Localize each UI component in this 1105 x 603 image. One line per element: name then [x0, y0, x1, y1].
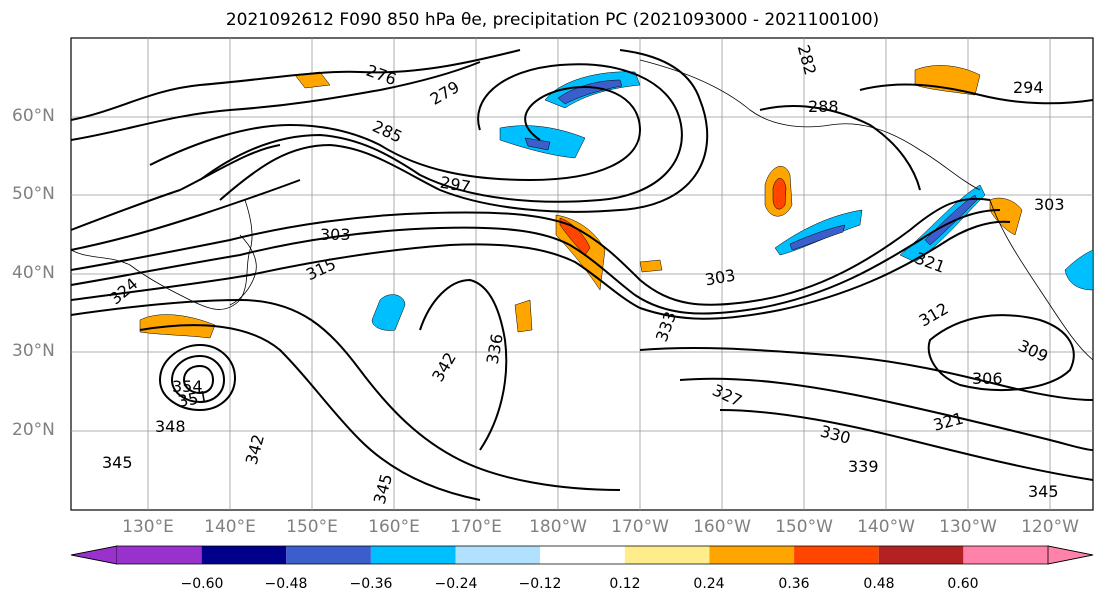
- contour-line: [639, 346, 1094, 401]
- theta-e-contours: [70, 49, 1094, 501]
- contour-line: [759, 104, 921, 191]
- lon-label: 160°E: [368, 517, 420, 537]
- lon-label: 130°W: [939, 517, 997, 537]
- colorbar-tick: −0.36: [349, 576, 393, 592]
- map-title: 2021092612 F090 850 hPa θe, precipitatio…: [225, 10, 880, 30]
- contour-line: [219, 49, 709, 213]
- colorbar-segment: [709, 546, 795, 564]
- lon-label: 170°E: [450, 517, 502, 537]
- contour-line: [182, 364, 215, 395]
- colorbar-segment: [624, 546, 710, 564]
- contour-line: [679, 377, 1094, 451]
- contour-label: 294: [1013, 78, 1044, 97]
- contour-line: [859, 83, 1094, 105]
- contour-line: [158, 343, 237, 412]
- colorbar-tick: 0.36: [778, 576, 810, 592]
- lon-label: 160°W: [693, 517, 751, 537]
- colorbar: [70, 545, 1094, 565]
- colorbar-segment: [201, 546, 287, 564]
- contour-line: [70, 298, 621, 491]
- precip-negative-front-core: [789, 224, 846, 251]
- precip-positive-na: [989, 197, 1023, 236]
- colorbar-segment: [540, 546, 625, 564]
- contour-line: [70, 209, 1001, 315]
- colorbar-segment: [794, 546, 879, 564]
- precip-positive-small3: [514, 299, 533, 333]
- colorbar-segment: [878, 546, 964, 564]
- contour-line: [719, 409, 1094, 481]
- colorbar-tick: 0.48: [863, 576, 895, 592]
- precip-negative-west: [371, 294, 406, 331]
- lat-label: 20°N: [12, 420, 55, 440]
- lon-label: 170°W: [611, 517, 669, 537]
- coastline-alaska: [639, 59, 981, 191]
- contour-line: [149, 85, 642, 182]
- contour-line: [70, 144, 281, 231]
- colorbar-extend-min: [70, 545, 118, 565]
- contour-label: 306: [972, 369, 1003, 388]
- contour-line: [70, 49, 521, 121]
- colorbar-tick: 0.60: [947, 576, 979, 592]
- contour-line: [70, 61, 481, 141]
- colorbar-segment: [963, 546, 1048, 564]
- lat-label: 50°N: [12, 184, 55, 204]
- coastline-japan: [229, 234, 257, 306]
- contour-line: [199, 63, 683, 203]
- contour-label: 348: [155, 417, 186, 436]
- lon-label: 140°W: [857, 517, 915, 537]
- lat-label: 60°N: [12, 106, 55, 126]
- colorbar-tick: 0.12: [609, 576, 641, 592]
- lon-label: 120°W: [1021, 517, 1079, 537]
- colorbar-tick: −0.60: [180, 576, 224, 592]
- colorbar-tick: 0.24: [693, 576, 725, 592]
- contour-line: [170, 354, 226, 404]
- lat-label: 30°N: [12, 341, 55, 361]
- contour-label: 354: [172, 377, 203, 396]
- precip-negative-east: [1064, 249, 1094, 291]
- colorbar-segment: [286, 546, 371, 564]
- lat-label: 40°N: [12, 263, 55, 283]
- coastlines: [70, 59, 1094, 361]
- contour-label: 345: [1028, 482, 1059, 501]
- colorbar-segment: [370, 546, 456, 564]
- precip-negative-gulf-core: [524, 137, 551, 151]
- contour-label: 303: [1034, 195, 1065, 214]
- contour-label: 339: [848, 457, 879, 476]
- lon-label: 150°E: [286, 517, 338, 537]
- precip-positive-alaska: [914, 65, 981, 96]
- lon-label: 180°W: [529, 517, 587, 537]
- contour-line: [419, 278, 508, 451]
- colorbar-tick: −0.12: [518, 576, 562, 592]
- gridlines: [71, 38, 1093, 510]
- precip-positive-gulf-core: [772, 178, 787, 210]
- colorbar-segment: [117, 546, 202, 564]
- colorbar-outline: [70, 545, 1094, 565]
- precip-negative-bering-core: [557, 79, 623, 105]
- contour-label: 288: [808, 97, 839, 116]
- contour-line: [139, 324, 481, 501]
- precip-negative-coast-core: [924, 194, 978, 246]
- contour-line: [70, 197, 991, 306]
- contour-line: [70, 179, 301, 251]
- colorbar-tick: −0.24: [434, 576, 478, 592]
- colorbar-tick: −0.48: [264, 576, 308, 592]
- lon-label: 150°W: [775, 517, 833, 537]
- contour-label: 345: [102, 453, 133, 472]
- contour-line: [70, 220, 1011, 320]
- precip-positive-small2: [639, 259, 663, 273]
- colorbar-extend-max: [1047, 545, 1094, 565]
- colorbar-segment: [455, 546, 541, 564]
- contour-labels: 276 279 282 285 288 294 297 303 303 303 …: [102, 43, 1065, 506]
- contour-line: [927, 314, 1075, 391]
- contour-label: 303: [320, 225, 351, 244]
- lon-label: 130°E: [122, 517, 174, 537]
- coastline-na: [989, 199, 1094, 361]
- lon-label: 140°E: [204, 517, 256, 537]
